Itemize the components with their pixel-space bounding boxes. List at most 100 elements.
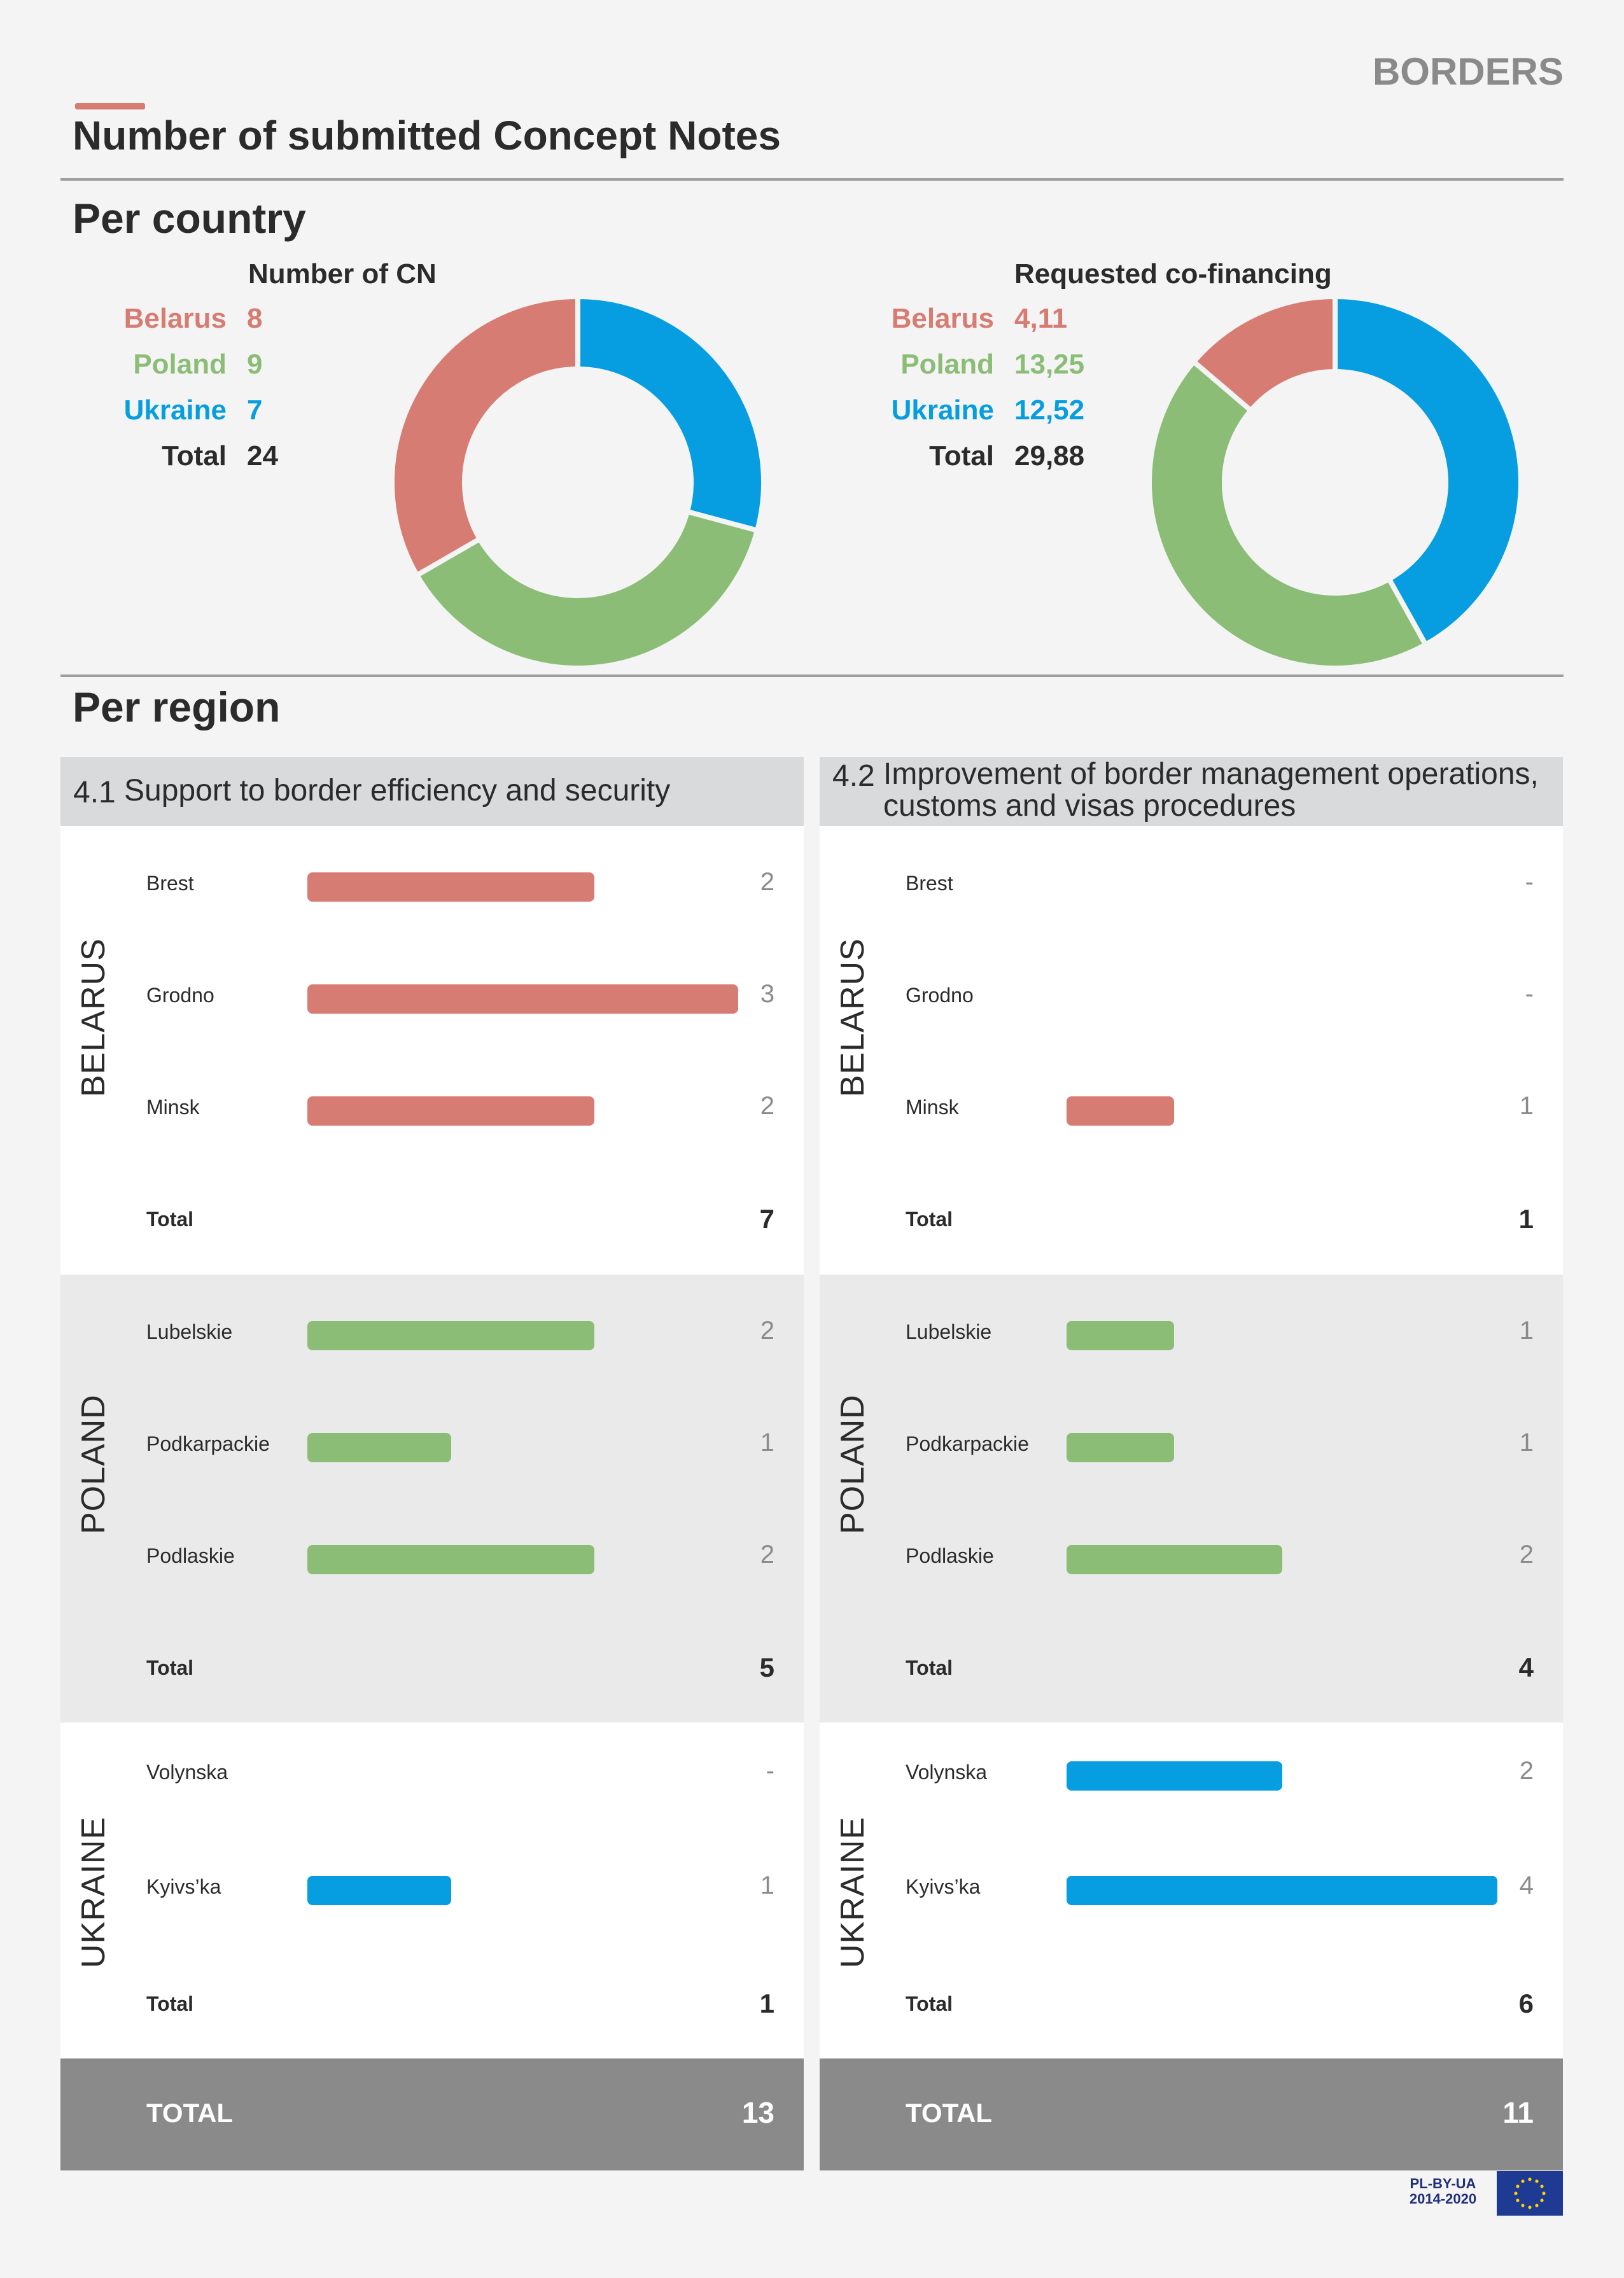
country-total-row: Total 6 [820, 1985, 1563, 2023]
country-label: BELARUS [75, 938, 112, 1097]
donut-slice-ukraine [575, 293, 766, 534]
total-label: Total [146, 1208, 194, 1231]
region-row: Podkarpackie 1 [60, 1425, 804, 1463]
grand-total-value: 11 [1502, 2096, 1534, 2129]
country-block-ukraine: UKRAINE Volynska 2 Kyivs’ka 4 Total 6 [820, 1722, 1563, 2058]
legend-name: Belarus [123, 303, 227, 334]
page-title: Number of submitted Concept Notes [73, 113, 781, 158]
region-bar [307, 1321, 595, 1350]
country-total-row: Total 7 [60, 1200, 804, 1238]
legend-name: Belarus [891, 303, 994, 334]
region-row: Volynska 2 [820, 1753, 1563, 1791]
region-bar [307, 1876, 451, 1905]
region-value: 4 [1519, 1871, 1534, 1899]
region-row: Kyivs’ka 1 [60, 1868, 804, 1906]
legend-value: 29,88 [1014, 440, 1085, 472]
region-row: Volynska - [60, 1753, 804, 1791]
cn-donut-chart [389, 293, 766, 671]
grand-total-row: TOTAL 11 [820, 2058, 1563, 2170]
eu-star-icon [1535, 2204, 1539, 2207]
total-value: 1 [759, 1988, 774, 2018]
region-value: - [1525, 868, 1534, 896]
eu-star-icon [1521, 2179, 1525, 2183]
eu-star-icon [1542, 2191, 1546, 2195]
total-value: 1 [1518, 1204, 1534, 1234]
region-name: Podlaskie [146, 1544, 235, 1567]
donut-slice-poland [413, 508, 760, 671]
panel-title: Improvement of border management operati… [883, 758, 1539, 822]
eu-star-icon [1540, 2198, 1544, 2202]
region-bar [307, 872, 595, 902]
region-value: - [1525, 980, 1534, 1008]
panel-number: 4.2 [832, 759, 875, 793]
panel-number: 4.1 [73, 776, 116, 809]
legend-name: Poland [133, 349, 227, 380]
programme-logo: PL-BY-UA 2014-2020 [1400, 2176, 1486, 2207]
region-bar [1067, 1433, 1175, 1462]
total-label: Total [906, 1656, 953, 1679]
region-name: Volynska [906, 1761, 988, 1784]
region-name: Grodno [906, 984, 974, 1007]
region-name: Brest [146, 872, 194, 895]
eu-star-icon [1516, 2198, 1520, 2202]
eu-star-icon [1521, 2204, 1525, 2207]
region-row: Brest 2 [60, 864, 804, 902]
divider [60, 178, 1564, 181]
region-bar [307, 984, 738, 1014]
total-label: Total [906, 1208, 953, 1231]
legend-name: Poland [900, 349, 994, 380]
legend-value: 4,11 [1014, 303, 1068, 334]
legend-name: Total [162, 440, 227, 472]
region-value: 2 [1519, 1757, 1534, 1785]
region-bar [1067, 1545, 1282, 1574]
country-total-row: Total 4 [820, 1649, 1563, 1687]
region-row: Kyivs’ka 4 [820, 1868, 1563, 1906]
region-bar [307, 1545, 595, 1574]
panel-header: 4.1 Support to border efficiency and secu… [60, 757, 804, 826]
region-row: Podlaskie 2 [60, 1537, 804, 1575]
region-bar [307, 1433, 451, 1462]
panel-title-line: customs and visas procedures [883, 789, 1296, 823]
region-value: 2 [760, 1317, 774, 1345]
country-block-belarus: BELARUS Brest - Grodno - Minsk 1 Total 1 [820, 826, 1563, 1275]
region-name: Minsk [906, 1096, 959, 1119]
eu-star-icon [1535, 2179, 1539, 2183]
per-country-heading: Per country [73, 195, 306, 242]
legend-name: Ukraine [891, 395, 994, 426]
region-value: - [766, 1757, 774, 1785]
total-value: 7 [759, 1204, 774, 1234]
region-row: Grodno - [820, 976, 1563, 1014]
total-label: Total [146, 1656, 194, 1679]
region-value: 3 [760, 980, 774, 1008]
legend-value: 9 [247, 349, 263, 380]
country-total-row: Total 5 [60, 1649, 804, 1687]
region-name: Kyivs’ka [906, 1875, 981, 1898]
country-total-row: Total 1 [60, 1985, 804, 2023]
region-name: Podkarpackie [146, 1432, 270, 1455]
country-block-poland: POLAND Lubelskie 1 Podkarpackie 1 Podlaskie 2 T… [820, 1275, 1563, 1722]
country-label: BELARUS [834, 938, 871, 1097]
region-name: Lubelskie [146, 1320, 233, 1343]
panel-header: 4.2 Improvement of border management oper… [820, 757, 1563, 826]
cofin-caption: Requested co-financing [1014, 258, 1332, 290]
total-value: 4 [1518, 1653, 1534, 1682]
country-total-row: Total 1 [820, 1200, 1563, 1238]
region-row: Minsk 2 [60, 1088, 804, 1126]
region-value: 1 [1519, 1092, 1534, 1120]
legend-value: 8 [247, 303, 263, 334]
region-value: 2 [1519, 1541, 1534, 1569]
region-row: Brest - [820, 864, 1563, 902]
donut-slice-belarus [389, 293, 580, 579]
panel-title-line: Improvement of border management operati… [883, 757, 1539, 791]
region-name: Kyivs’ka [146, 1875, 221, 1898]
eu-star-icon [1540, 2184, 1544, 2188]
region-value: 2 [760, 1092, 774, 1120]
region-name: Minsk [146, 1096, 200, 1119]
region-value: 1 [1519, 1317, 1534, 1345]
region-panel-4-1: 4.1 Support to border efficiency and secu… [60, 757, 804, 2172]
region-bar [1067, 1096, 1175, 1126]
region-bar [1067, 1876, 1497, 1905]
grand-total-label: TOTAL [146, 2098, 234, 2128]
region-value: 1 [1519, 1429, 1534, 1457]
donut-slice-poland [1147, 358, 1429, 671]
